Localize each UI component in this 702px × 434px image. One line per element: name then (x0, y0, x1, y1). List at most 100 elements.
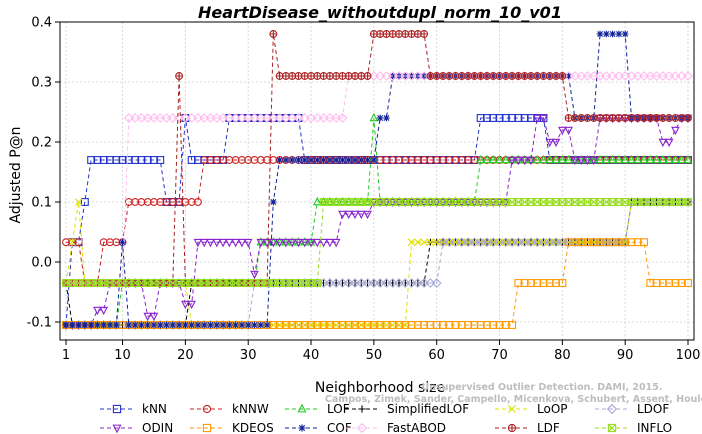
point-odin-97 (664, 138, 674, 148)
legend-marker-ldf (507, 423, 517, 433)
point-odin-82 (570, 156, 580, 166)
point-lof-92 (633, 154, 643, 164)
point-lof-41 (313, 196, 322, 206)
point-fastabod-54 (394, 71, 404, 81)
legend-marker-cof (298, 424, 306, 432)
point-odin-14 (143, 312, 152, 322)
point-fastabod-13 (136, 113, 147, 123)
point-fastabod-88 (607, 71, 618, 81)
point-cof-89 (615, 30, 623, 38)
point-fastabod-20 (180, 113, 191, 123)
point-kdeos-93 (640, 238, 648, 247)
point-lof-68 (482, 154, 492, 164)
point-cof-48 (357, 156, 365, 164)
point-fastabod-94 (645, 71, 656, 81)
x-tick-label: 60 (428, 348, 445, 363)
point-odin-80 (558, 126, 567, 136)
point-ldof-50 (369, 278, 379, 288)
point-ldof-69 (488, 237, 499, 248)
point-odin-59 (426, 198, 435, 208)
point-ldof-52 (381, 278, 392, 288)
point-cof-40 (307, 156, 315, 164)
point-lof-78 (545, 154, 555, 164)
point-ldof-49 (362, 278, 373, 288)
point-lof-89 (614, 154, 624, 164)
point-odin-72 (507, 156, 517, 166)
point-odin-44 (331, 238, 341, 248)
point-odin-58 (419, 198, 429, 208)
point-cof-23 (200, 321, 208, 329)
point-odin-43 (325, 238, 335, 248)
legend-item-knn: kNN (100, 402, 167, 416)
point-knn-16 (156, 156, 165, 164)
point-lof-48 (356, 196, 366, 206)
point-loop-2 (68, 238, 77, 246)
point-fastabod-35 (274, 113, 285, 123)
point-cof-20 (181, 321, 189, 329)
point-kdeos-100 (684, 279, 692, 287)
point-odin-65 (463, 198, 473, 208)
point-ldof-60 (431, 278, 442, 288)
legend-item-loop: LoOP (495, 402, 568, 416)
point-ldof-55 (400, 278, 411, 288)
x-axis-label: Neighborhood size (315, 380, 445, 396)
legend-label-lof: LOF (327, 402, 350, 416)
point-ldof-58 (419, 278, 429, 288)
legend-label-knn: kNN (142, 402, 167, 416)
x-tick-label: 10 (114, 348, 131, 363)
point-fastabod-37 (287, 113, 298, 123)
point-fastabod-86 (595, 71, 605, 81)
point-ldof-61 (438, 237, 448, 248)
point-odin-37 (287, 238, 297, 248)
x-tick-label: 20 (177, 348, 194, 363)
point-cof-25 (213, 321, 221, 329)
point-cof-26 (219, 321, 227, 329)
point-odin-76 (532, 114, 542, 124)
point-cof-30 (244, 321, 252, 329)
point-ldof-59 (425, 278, 436, 288)
y-axis-label: Adjusted P@n (8, 126, 24, 223)
point-lof-67 (476, 154, 485, 164)
legend-item-cof: COF (285, 421, 352, 434)
x-tick-label: 90 (617, 348, 634, 363)
point-ldof-68 (482, 237, 492, 248)
point-ldof-73 (513, 237, 524, 248)
axes: 1 10 20 30 40 50 60 70 80 90 100 -0.1 0.0 0.1 0.2 0.3 0.… (27, 16, 701, 364)
point-cof-4 (81, 321, 89, 329)
point-cof-24 (207, 321, 214, 329)
point-ldof-47 (350, 278, 360, 288)
point-odin-25 (212, 238, 222, 248)
point-fastabod-87 (601, 71, 612, 81)
point-ldof-56 (406, 278, 417, 288)
point-odin-28 (231, 238, 240, 248)
point-knn-4 (80, 198, 89, 206)
legend-item-fastabod: FastABOD (345, 421, 446, 434)
point-cof-17 (163, 321, 170, 329)
point-lof-80 (558, 154, 567, 164)
point-ldf-80 (558, 72, 567, 80)
point-ldof-71 (500, 237, 511, 248)
point-cof-6 (94, 321, 101, 329)
y-tick-label: 0.2 (31, 136, 52, 151)
point-odin-42 (319, 238, 328, 248)
x-tick-label: 100 (676, 348, 701, 363)
point-cof-22 (194, 321, 202, 329)
point-fastabod-40 (306, 113, 316, 123)
point-odin-41 (313, 238, 322, 248)
point-fastabod-97 (664, 71, 675, 81)
point-cof-29 (238, 321, 246, 329)
point-odin-33 (262, 238, 272, 248)
point-cof-81 (565, 72, 573, 80)
legend-label-cof: COF (327, 421, 352, 434)
point-loop-41 (313, 321, 322, 329)
y-tick-label: 0.0 (31, 256, 52, 271)
point-fastabod-96 (658, 71, 668, 81)
point-ldof-67 (475, 237, 486, 248)
point-odin-46 (344, 210, 354, 220)
point-lof-88 (608, 154, 617, 164)
point-ldof-72 (507, 237, 517, 248)
point-kdeos-80 (558, 279, 567, 287)
point-lof-99 (677, 154, 687, 164)
plot-frame (59, 21, 695, 341)
point-fastabod-28 (230, 113, 241, 123)
